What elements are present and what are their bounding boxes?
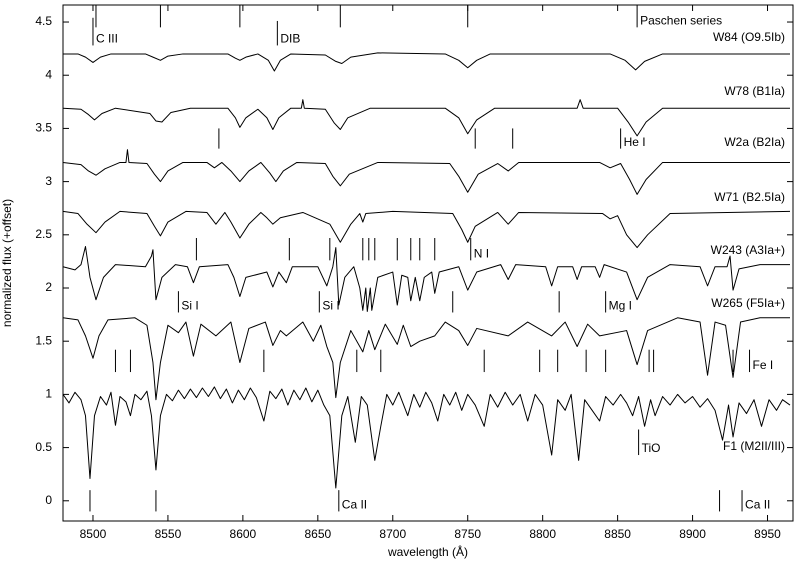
spectrum-label: W71 (B2.5Ia) xyxy=(714,190,785,204)
y-tick-label: 2.5 xyxy=(35,227,52,241)
plot-frame xyxy=(62,4,794,522)
x-tick-label: 8500 xyxy=(80,527,107,541)
x-tick-label: 8950 xyxy=(754,527,781,541)
spectrum-line xyxy=(62,246,790,312)
line-marker-label: Ca II xyxy=(745,498,770,512)
y-tick-label: 0 xyxy=(45,493,52,507)
x-tick-label: 8800 xyxy=(529,527,556,541)
line-marker-label: Mg I xyxy=(609,299,632,313)
x-tick-label: 8750 xyxy=(454,527,481,541)
y-tick-label: 0.5 xyxy=(35,440,52,454)
spectrum-line xyxy=(62,386,791,489)
x-tick-label: 8900 xyxy=(679,527,706,541)
y-axis-label: normalized flux (+offset) xyxy=(0,199,14,327)
line-marker-label: Fe I xyxy=(753,358,774,372)
line-marker-label: Paschen series xyxy=(640,14,722,28)
y-tick-label: 4 xyxy=(45,67,52,81)
line-marker-label: C III xyxy=(96,32,118,46)
y-tick-label: 1 xyxy=(45,387,52,401)
spectrum-line xyxy=(62,210,791,249)
x-tick-label: 8550 xyxy=(155,527,182,541)
y-tick-label: 4.5 xyxy=(35,14,52,28)
x-tick-label: 8650 xyxy=(304,527,331,541)
y-tick-label: 3.5 xyxy=(35,121,52,135)
spectrum-label: F1 (M2II/III) xyxy=(723,439,785,453)
x-tick-label: 8850 xyxy=(604,527,631,541)
line-marker-label: N I xyxy=(474,247,489,261)
spectrum-line xyxy=(62,149,790,195)
line-marker-label: Ca II xyxy=(342,498,367,512)
spectrum-label: W78 (B1Ia) xyxy=(724,84,785,98)
line-marker-label: He I xyxy=(624,135,646,149)
spectrum-label: W265 (F5Ia+) xyxy=(711,296,785,310)
x-tick-label: 8600 xyxy=(230,527,257,541)
line-marker-label: Si I xyxy=(322,299,339,313)
spectrum-label: W243 (A3Ia+) xyxy=(711,243,785,257)
line-marker-label: Si I xyxy=(181,299,198,313)
line-marker-label: TiO xyxy=(642,441,661,455)
x-tick-label: 8700 xyxy=(379,527,406,541)
y-tick-label: 3 xyxy=(45,174,52,188)
spectrum-label: W84 (O9.5Ib) xyxy=(713,30,785,44)
spectrum-line xyxy=(62,317,790,401)
x-axis-label: wavelength (Å) xyxy=(387,544,468,559)
y-tick-label: 1.5 xyxy=(35,333,52,347)
spectrum-line xyxy=(62,99,790,137)
spectrum-line xyxy=(63,52,790,72)
y-tick-label: 2 xyxy=(45,280,52,294)
line-marker-label: DIB xyxy=(280,32,300,46)
spectrum-label: W2a (B2Ia) xyxy=(724,135,785,149)
